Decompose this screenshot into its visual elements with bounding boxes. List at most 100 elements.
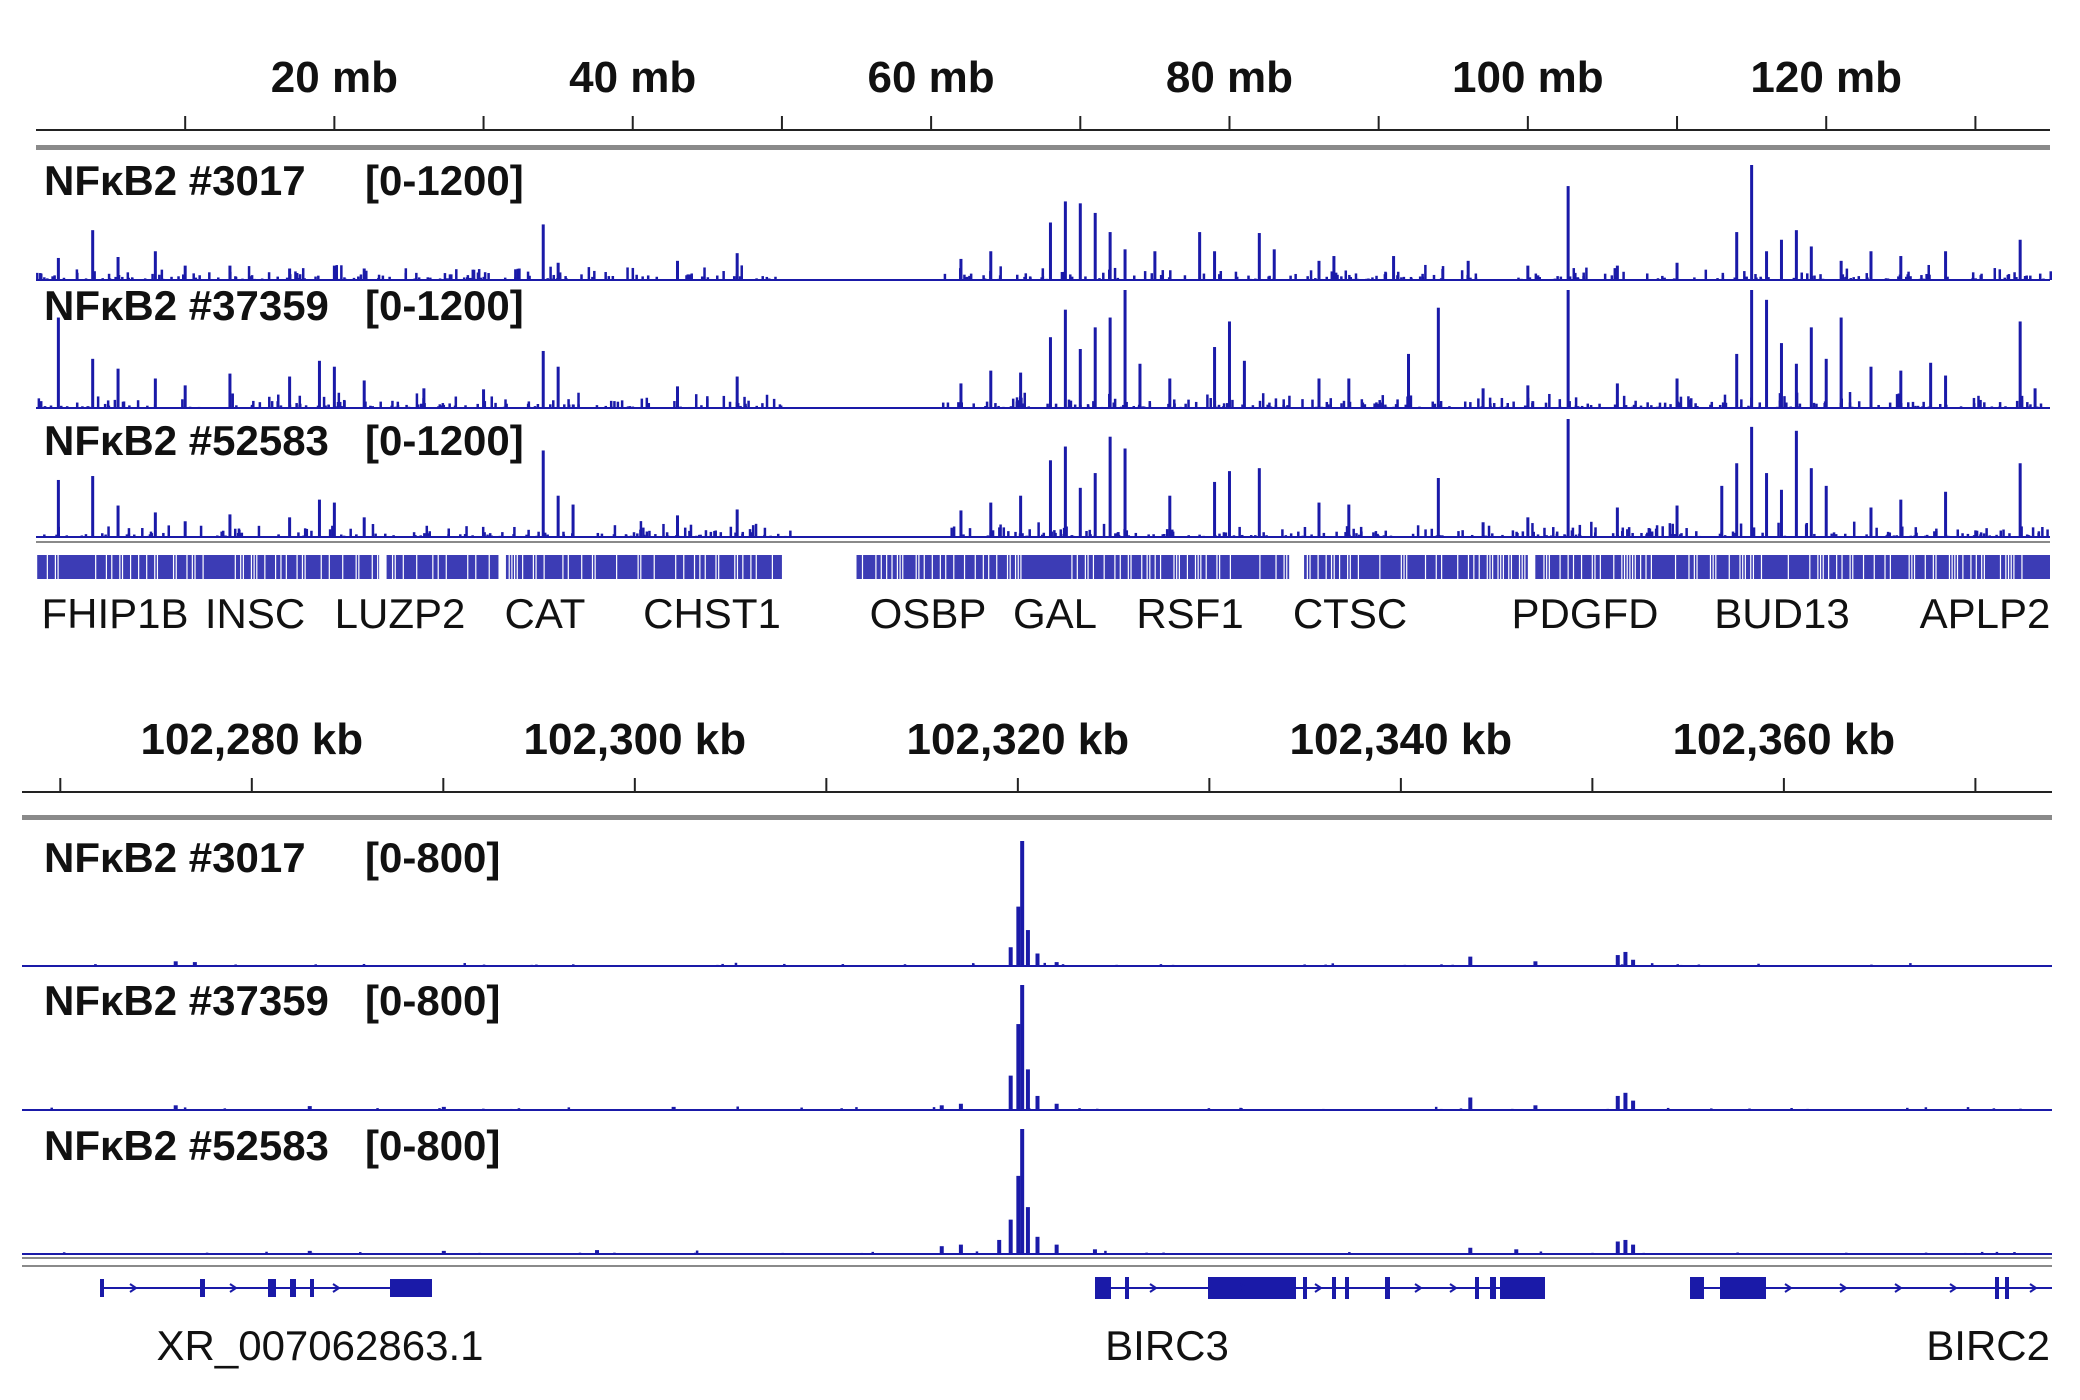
signal-bar bbox=[424, 407, 427, 408]
signal-bar bbox=[1733, 277, 1736, 280]
signal-bar bbox=[1521, 531, 1525, 537]
signal-bar bbox=[690, 273, 693, 280]
signal-bar bbox=[1553, 278, 1557, 280]
gene-gap bbox=[240, 555, 242, 579]
strand-arrow bbox=[229, 1283, 238, 1293]
signal-bar bbox=[1440, 964, 1443, 966]
signal-bar bbox=[1845, 276, 1848, 280]
signal-bar bbox=[1995, 534, 1998, 537]
signal-bar bbox=[415, 393, 419, 408]
signal-bar bbox=[734, 532, 737, 537]
signal-bar bbox=[1558, 406, 1562, 408]
signal-peak bbox=[332, 265, 336, 280]
signal-bar bbox=[1857, 276, 1861, 280]
signal-bar bbox=[1187, 399, 1190, 408]
signal-peak bbox=[1468, 956, 1473, 966]
signal-bar bbox=[471, 535, 474, 537]
signal-peak bbox=[1779, 239, 1783, 280]
signal-bar bbox=[65, 535, 69, 537]
gene-gap bbox=[1852, 555, 1854, 579]
signal-bar bbox=[736, 1106, 739, 1110]
signal-bar bbox=[459, 534, 462, 537]
signal-bar bbox=[769, 535, 772, 537]
signal-bar bbox=[1725, 279, 1728, 280]
signal-bar bbox=[688, 406, 691, 408]
gene-gap bbox=[616, 555, 618, 579]
signal-peak bbox=[556, 262, 560, 280]
gene-gap bbox=[467, 555, 469, 579]
signal-bar bbox=[1980, 273, 1983, 280]
gene-gap bbox=[1911, 555, 1913, 579]
signal-bar bbox=[1089, 534, 1092, 537]
signal-bar bbox=[478, 1252, 481, 1254]
signal-bar bbox=[1532, 531, 1535, 537]
gene-block bbox=[1304, 555, 1528, 579]
signal-bar bbox=[250, 405, 254, 408]
signal-bar bbox=[1028, 529, 1031, 537]
signal-bar bbox=[161, 278, 165, 280]
signal-bar bbox=[1069, 400, 1073, 408]
signal-bar bbox=[957, 402, 960, 408]
gene-gap bbox=[36, 555, 38, 579]
signal-peak bbox=[675, 515, 679, 537]
signal-bar bbox=[1663, 277, 1666, 280]
signal-bar bbox=[1694, 403, 1697, 408]
signal-bar bbox=[662, 523, 665, 537]
signal-bar bbox=[739, 405, 742, 408]
signal-bar bbox=[1669, 404, 1672, 408]
signal-bar bbox=[454, 396, 458, 408]
signal-bar bbox=[2019, 1108, 2022, 1110]
signal-bar bbox=[1832, 532, 1836, 537]
signal-bar bbox=[1747, 405, 1750, 408]
signal-peak bbox=[153, 251, 157, 280]
signal-peak bbox=[1794, 230, 1798, 280]
signal-bar bbox=[1927, 264, 1930, 280]
signal-bar bbox=[1400, 407, 1404, 408]
signal-bar bbox=[1966, 533, 1970, 537]
signal-peak bbox=[1153, 251, 1157, 280]
signal-peak bbox=[1809, 327, 1813, 408]
signal-bar bbox=[1739, 523, 1743, 537]
gene-exon bbox=[1385, 1277, 1390, 1299]
gene-gap bbox=[1103, 555, 1105, 579]
signal-peak bbox=[91, 476, 95, 537]
signal-bar bbox=[1886, 531, 1890, 537]
signal-bar bbox=[447, 534, 450, 537]
gene-gap bbox=[1159, 555, 1162, 579]
signal-bar bbox=[1645, 273, 1649, 280]
signal-bar bbox=[608, 965, 611, 966]
signal-bar bbox=[1134, 536, 1138, 537]
signal-peak bbox=[1735, 463, 1739, 537]
gene-gap bbox=[1216, 555, 1218, 579]
gene-gap bbox=[902, 555, 904, 579]
gene-gap bbox=[522, 555, 524, 579]
gene-gap bbox=[1572, 555, 1575, 579]
signal-bar bbox=[1622, 395, 1626, 408]
signal-bar bbox=[1344, 532, 1347, 537]
signal-peak bbox=[1092, 1249, 1097, 1254]
signal-bar bbox=[1639, 405, 1643, 408]
signal-peak bbox=[116, 257, 120, 280]
signal-bar bbox=[429, 277, 432, 280]
signal-peak bbox=[1123, 249, 1127, 280]
gene-gap bbox=[1696, 555, 1698, 579]
signal-bar bbox=[997, 278, 1000, 280]
signal-bar bbox=[720, 279, 723, 280]
gene-gap bbox=[543, 555, 545, 579]
signal-peak bbox=[675, 386, 679, 408]
signal-bar bbox=[1918, 278, 1922, 280]
signal-bar bbox=[645, 531, 649, 537]
signal-peak bbox=[1020, 841, 1025, 966]
gene-gap bbox=[1149, 555, 1151, 579]
signal-bar bbox=[472, 269, 476, 280]
signal-bar bbox=[1218, 533, 1221, 537]
signal-bar bbox=[1396, 271, 1400, 280]
signal-tracks: NFκB2 #3017 [0-1200]NFκB2 #37359 [0-1200]N… bbox=[36, 157, 2052, 538]
gene-gap bbox=[988, 555, 990, 579]
signal-bar bbox=[1265, 535, 1268, 537]
signal-bar bbox=[1538, 277, 1541, 280]
ruler-tick-label: 102,360 kb bbox=[1673, 715, 1896, 764]
signal-bar bbox=[1239, 407, 1242, 408]
gene-gap bbox=[891, 555, 893, 579]
signal-peak bbox=[1332, 256, 1336, 280]
